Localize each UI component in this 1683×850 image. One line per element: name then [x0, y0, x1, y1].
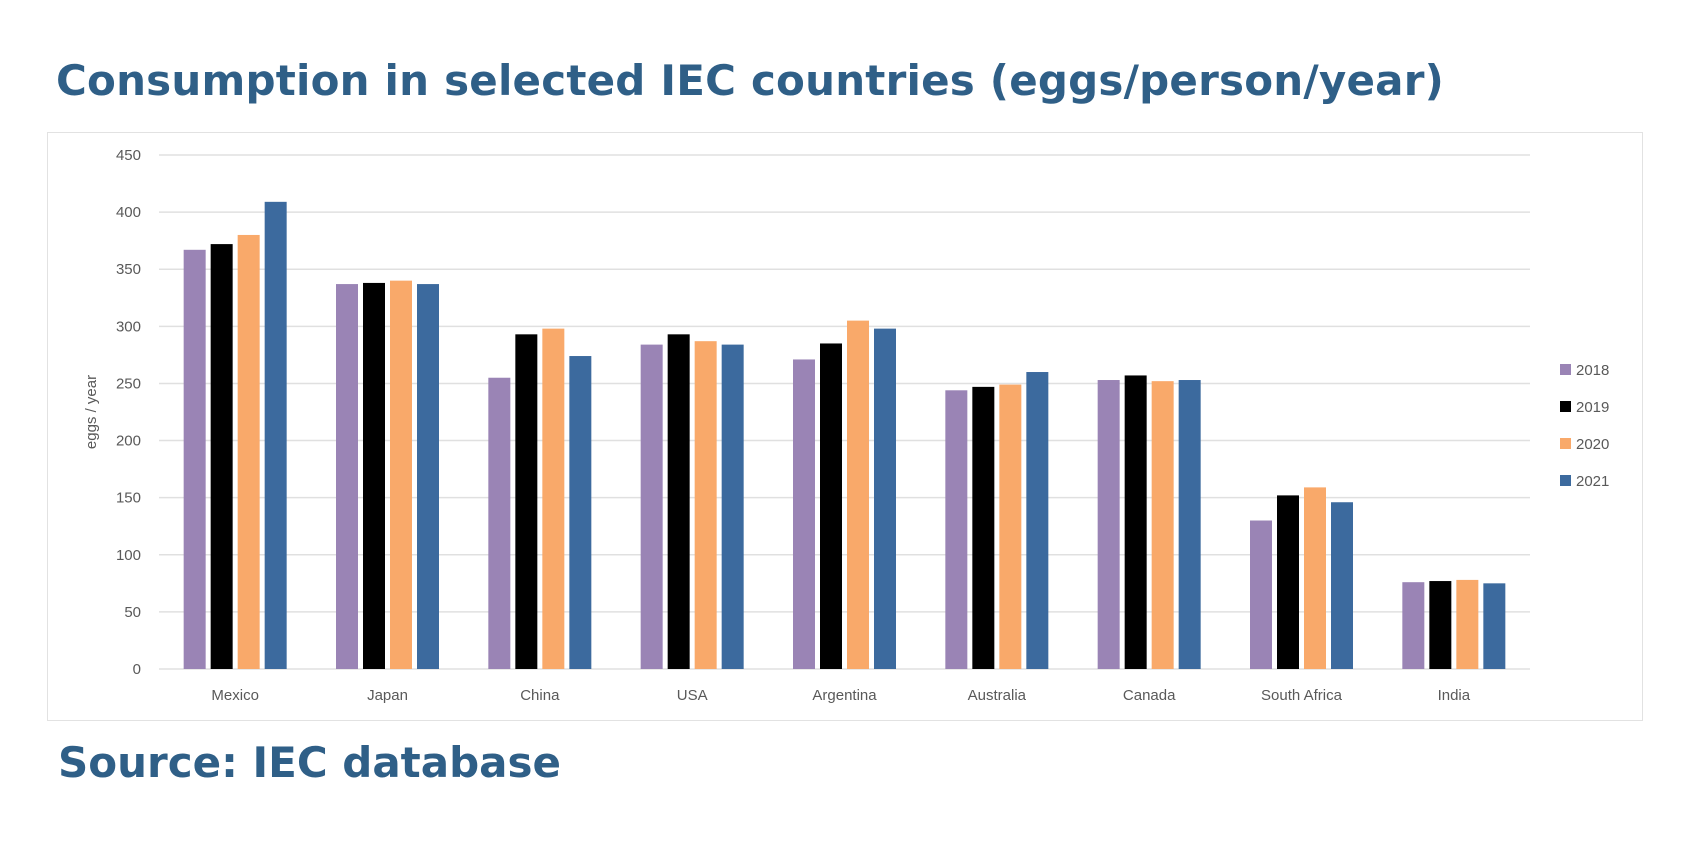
bar-2018-south-africa — [1250, 520, 1272, 669]
source-note: Source: IEC database — [58, 738, 561, 787]
bar-2019-japan — [363, 282, 385, 669]
bar-2018-china — [488, 377, 511, 669]
bar-2020-argentina — [847, 320, 869, 669]
bar-2020-south-africa — [1304, 487, 1326, 669]
y-tick-label: 0 — [133, 661, 141, 678]
bar-2021-canada — [1178, 380, 1201, 669]
legend-swatch-2018 — [1560, 364, 1571, 375]
bar-2019-australia — [972, 386, 995, 669]
legend-label: 2019 — [1576, 399, 1609, 416]
chart-frame — [47, 132, 1643, 721]
y-tick-label: 200 — [116, 433, 141, 450]
bar-2018-usa — [640, 344, 663, 669]
legend-label: 2018 — [1576, 362, 1609, 379]
x-tick-label: Argentina — [812, 687, 877, 704]
bar-2020-mexico — [237, 234, 260, 669]
bar-2021-china — [569, 356, 592, 669]
bar-2018-australia — [945, 390, 968, 669]
bar-2021-usa — [721, 344, 744, 669]
legend-swatch-2021 — [1560, 475, 1571, 486]
bar-2018-canada — [1097, 380, 1120, 669]
x-tick-label: Australia — [968, 687, 1027, 704]
bar-2021-south-africa — [1331, 502, 1353, 669]
y-tick-label: 150 — [116, 490, 141, 507]
bar-2020-japan — [390, 280, 412, 669]
x-tick-label: Japan — [367, 687, 408, 704]
bar-2021-mexico — [264, 201, 287, 669]
bar-2019-argentina — [820, 343, 842, 669]
x-tick-label: Mexico — [211, 687, 259, 704]
bar-2021-india — [1483, 583, 1506, 669]
bar-2019-canada — [1124, 375, 1147, 669]
x-tick-label: China — [520, 687, 560, 704]
legend-label: 2020 — [1576, 436, 1609, 453]
legend-label: 2021 — [1576, 473, 1609, 490]
bar-2018-mexico — [183, 249, 206, 669]
bar-2018-argentina — [793, 359, 815, 669]
bar-2020-usa — [694, 341, 717, 669]
x-tick-label: South Africa — [1261, 687, 1343, 704]
bar-2019-india — [1429, 581, 1452, 669]
y-tick-label: 250 — [116, 375, 141, 392]
x-tick-label: India — [1438, 687, 1471, 704]
bar-2021-argentina — [874, 328, 896, 669]
bar-2019-south-africa — [1277, 495, 1299, 669]
page-title: Consumption in selected IEC countries (e… — [56, 56, 1445, 105]
bar-2019-china — [515, 334, 538, 669]
y-tick-label: 50 — [124, 604, 141, 621]
bar-2020-australia — [999, 384, 1022, 669]
bar-2020-canada — [1151, 381, 1174, 669]
y-tick-label: 350 — [116, 261, 141, 278]
y-tick-label: 400 — [116, 204, 141, 221]
bar-2021-japan — [417, 284, 439, 669]
bar-2021-australia — [1026, 372, 1049, 669]
bar-2020-india — [1456, 579, 1479, 669]
y-tick-label: 450 — [116, 147, 141, 164]
y-tick-label: 100 — [116, 547, 141, 564]
y-tick-label: 300 — [116, 318, 141, 335]
bar-2020-china — [542, 328, 565, 669]
bar-2019-mexico — [210, 244, 233, 670]
legend-swatch-2020 — [1560, 438, 1571, 449]
bar-2019-usa — [667, 334, 690, 669]
x-tick-label: Canada — [1123, 687, 1176, 704]
legend-swatch-2019 — [1560, 401, 1571, 412]
bar-2018-india — [1402, 582, 1425, 669]
bar-2018-japan — [336, 284, 358, 669]
x-tick-label: USA — [677, 687, 708, 704]
y-axis-label: eggs / year — [83, 375, 100, 449]
